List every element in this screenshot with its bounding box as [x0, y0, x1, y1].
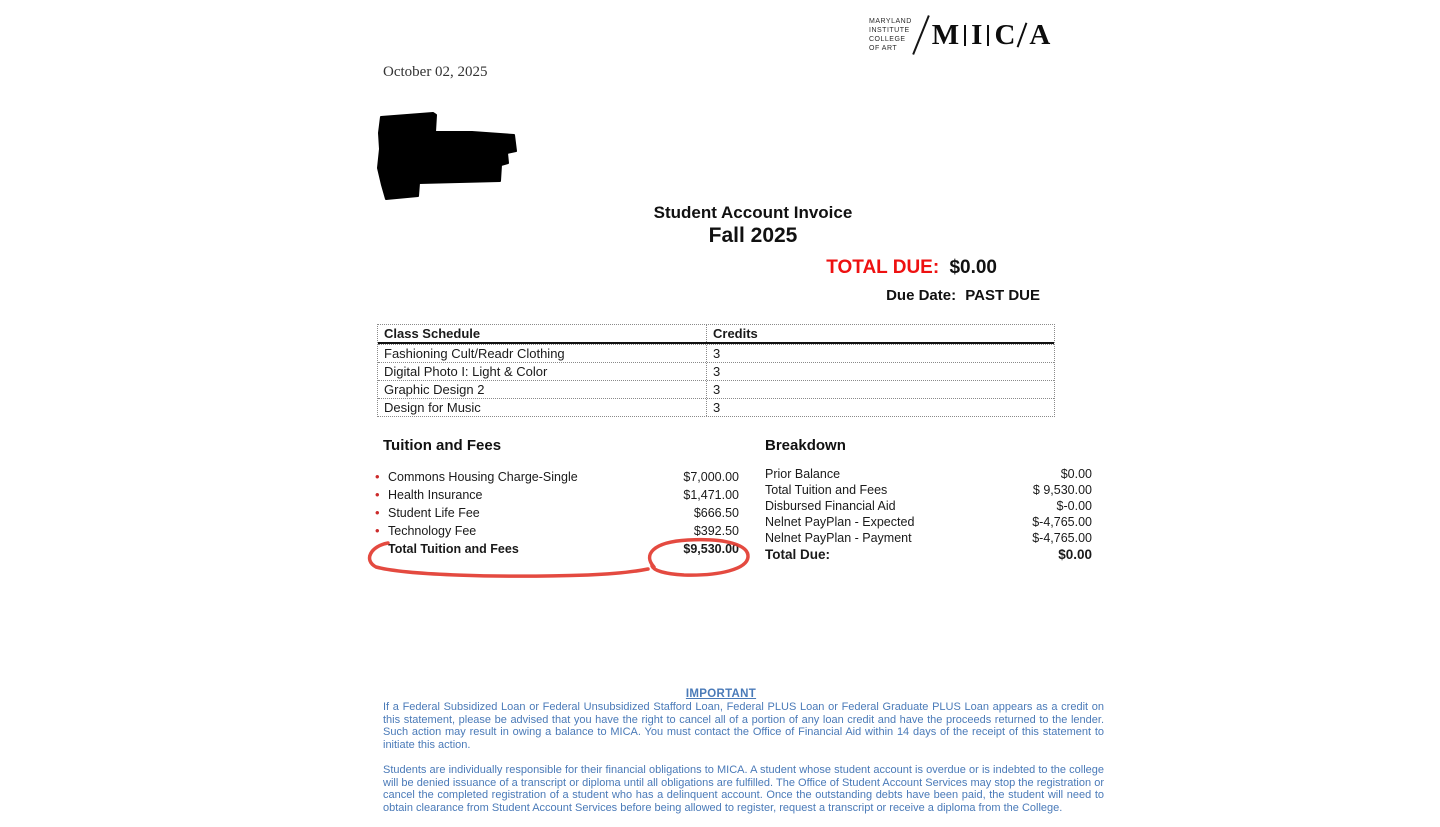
breakdown-line-item: Prior Balance $0.00 — [765, 467, 1092, 483]
breakdown-total-row: Total Due: $0.00 — [765, 547, 1092, 564]
institution-name: MARYLAND INSTITUTE COLLEGE OF ART — [869, 17, 912, 53]
breakdown-total-amount: $0.00 — [1058, 547, 1092, 562]
breakdown-amount: $ 9,530.00 — [1032, 483, 1092, 497]
invoice-document: MARYLAND INSTITUTE COLLEGE OF ART M I C … — [367, 14, 1104, 814]
column-header-class-schedule: Class Schedule — [384, 326, 481, 341]
notice-list: If a Federal Subsidized Loan or Federal … — [383, 701, 1104, 815]
logo-slash-divider — [911, 15, 930, 55]
breakdown-line-item: Total Tuition and Fees $ 9,530.00 — [765, 483, 1092, 499]
important-heading-wrap: IMPORTANT — [383, 684, 1059, 702]
tuition-total-amount: $9,530.00 — [683, 542, 739, 556]
institution-line: COLLEGE — [869, 36, 906, 43]
tuition-line-item: • Commons Housing Charge-Single $7,000.0… — [375, 469, 739, 487]
class-schedule-table: Class Schedule Credits Fashioning Cult/R… — [377, 324, 1055, 417]
course-name-cell: Design for Music — [384, 400, 481, 415]
fee-amount: $1,471.00 — [683, 488, 739, 502]
institution-line: OF ART — [869, 45, 898, 52]
table-row: Graphic Design 2 3 — [378, 380, 1054, 398]
breakdown-rows: Prior Balance $0.00 Total Tuition and Fe… — [765, 467, 1092, 547]
course-name-cell: Graphic Design 2 — [384, 382, 485, 397]
invoice-title-block: Student Account Invoice Fall 2025 — [553, 203, 953, 248]
breakdown-line-item: Nelnet PayPlan - Payment $-4,765.00 — [765, 531, 1092, 547]
table-row: Design for Music 3 — [378, 398, 1054, 416]
logo-letter: A — [1029, 18, 1051, 51]
table-row: Digital Photo I: Light & Color 3 — [378, 362, 1054, 380]
breakdown-heading: Breakdown — [765, 437, 846, 454]
course-name-cell: Digital Photo I: Light & Color — [384, 364, 548, 379]
breakdown-list: Prior Balance $0.00 Total Tuition and Fe… — [765, 467, 1092, 564]
breakdown-amount: $0.00 — [1060, 467, 1092, 481]
fee-label: Health Insurance — [388, 488, 483, 502]
breakdown-total-label: Total Due: — [765, 547, 830, 562]
notice-paragraph: If a Federal Subsidized Loan or Federal … — [383, 701, 1104, 752]
breakdown-label: Nelnet PayPlan - Payment — [765, 531, 912, 545]
important-heading: IMPORTANT — [685, 688, 757, 700]
tuition-line-item: • Health Insurance $1,471.00 — [375, 487, 739, 505]
credits-cell: 3 — [706, 363, 1054, 380]
breakdown-line-item: Disbursed Financial Aid $-0.00 — [765, 499, 1092, 515]
bullet-icon: • — [375, 523, 380, 538]
credits-cell: 3 — [706, 345, 1054, 362]
column-header-credits: Credits — [706, 325, 1054, 342]
bullet-icon: • — [375, 469, 380, 484]
fee-amount: $666.50 — [693, 506, 739, 520]
fee-label: Technology Fee — [388, 524, 477, 538]
fee-amount: $7,000.00 — [683, 470, 739, 484]
total-due-value: $0.00 — [949, 257, 997, 278]
fee-label: Student Life Fee — [388, 506, 480, 520]
due-date-line: Due Date: PAST DUE — [886, 287, 1040, 304]
breakdown-amount: $-4,765.00 — [1032, 515, 1092, 529]
logo-letter: C — [994, 18, 1016, 51]
mica-logo: MARYLAND INSTITUTE COLLEGE OF ART M I C … — [869, 14, 1050, 56]
breakdown-line-item: Nelnet PayPlan - Expected $-4,765.00 — [765, 515, 1092, 531]
notice-paragraphs: If a Federal Subsidized Loan or Federal … — [383, 701, 1104, 827]
institution-line: MARYLAND — [869, 18, 912, 25]
total-due-line: TOTAL DUE: $0.00 — [826, 257, 997, 279]
table-header-row: Class Schedule Credits — [378, 325, 1054, 344]
fee-label: Commons Housing Charge-Single — [388, 470, 578, 484]
breakdown-label: Nelnet PayPlan - Expected — [765, 515, 915, 529]
due-date-value: PAST DUE — [965, 287, 1040, 304]
breakdown-label: Prior Balance — [765, 467, 841, 481]
tuition-list: • Commons Housing Charge-Single $7,000.0… — [375, 469, 739, 559]
total-due-label: TOTAL DUE: — [826, 257, 940, 278]
due-date-label: Due Date: — [886, 287, 957, 304]
logo-bar-icon — [987, 24, 990, 46]
tuition-heading: Tuition and Fees — [383, 437, 502, 454]
tuition-line-item: • Student Life Fee $666.50 — [375, 505, 739, 523]
logo-letter: M — [931, 18, 960, 51]
statement-date: October 02, 2025 — [383, 64, 488, 80]
redacted-address-block — [377, 112, 517, 200]
breakdown-amount: $-0.00 — [1056, 499, 1092, 513]
table-row: Fashioning Cult/Readr Clothing 3 — [378, 344, 1054, 362]
notice-paragraph: Students are individually responsible fo… — [383, 763, 1104, 814]
bullet-icon: • — [375, 487, 380, 502]
tuition-line-item: • Technology Fee $392.50 — [375, 523, 739, 541]
fee-amount: $392.50 — [693, 524, 739, 538]
credits-cell: 3 — [706, 381, 1054, 398]
breakdown-amount: $-4,765.00 — [1032, 531, 1092, 545]
breakdown-label: Total Tuition and Fees — [765, 483, 888, 497]
tuition-items: • Commons Housing Charge-Single $7,000.0… — [375, 469, 739, 541]
logo-letter: I — [971, 18, 983, 51]
tuition-total-row: • Total Tuition and Fees $9,530.00 — [375, 541, 739, 559]
breakdown-label: Disbursed Financial Aid — [765, 499, 896, 513]
invoice-title: Student Account Invoice — [653, 203, 853, 222]
tuition-total-label: Total Tuition and Fees — [388, 542, 519, 556]
logo-slash-icon — [1017, 22, 1028, 48]
bullet-icon: • — [375, 505, 380, 520]
table-body: Fashioning Cult/Readr Clothing 3 Digital… — [378, 344, 1054, 416]
course-name-cell: Fashioning Cult/Readr Clothing — [384, 346, 565, 361]
credits-cell: 3 — [706, 399, 1054, 416]
invoice-term: Fall 2025 — [708, 224, 798, 247]
institution-line: INSTITUTE — [869, 27, 910, 34]
logo-bar-icon — [964, 24, 967, 46]
mica-acronym: M I C A — [931, 18, 1051, 51]
